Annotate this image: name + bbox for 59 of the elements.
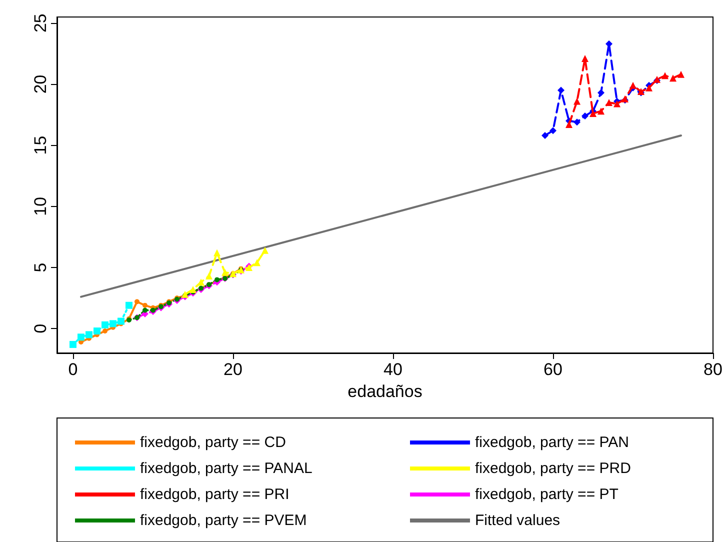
point — [102, 328, 108, 334]
y-tick-label: 15 — [31, 136, 50, 155]
point — [70, 340, 76, 348]
point — [94, 328, 100, 335]
point — [214, 249, 220, 256]
point — [126, 302, 132, 309]
point — [558, 86, 564, 94]
point — [598, 89, 604, 96]
legend-label: fixedgob, party == CD — [140, 434, 286, 451]
point — [574, 98, 580, 105]
point — [86, 331, 92, 338]
legend-label: fixedgob, party == PANAL — [140, 460, 312, 477]
point — [110, 320, 116, 328]
legend-label: fixedgob, party == PT — [475, 486, 618, 503]
y-tick-label: 0 — [31, 324, 50, 334]
x-tick-label: 60 — [544, 360, 562, 379]
point — [198, 278, 204, 286]
point — [222, 268, 228, 276]
point — [254, 259, 260, 266]
point — [590, 110, 596, 118]
point — [206, 272, 212, 280]
point — [662, 72, 668, 80]
x-tick-label: 0 — [68, 360, 78, 379]
point — [142, 302, 148, 308]
point — [646, 84, 652, 92]
legend-label: Fitted values — [475, 512, 560, 529]
point — [670, 74, 676, 82]
point — [574, 118, 580, 126]
point — [262, 246, 268, 254]
point — [566, 121, 572, 128]
legend-label: fixedgob, party == PRI — [140, 486, 290, 503]
legend-label: fixedgob, party == PVEM — [140, 512, 307, 529]
point — [614, 100, 620, 108]
point — [78, 334, 84, 341]
x-tick-label: 80 — [704, 360, 722, 379]
y-tick-label: 25 — [31, 14, 50, 33]
y-tick-label: 5 — [31, 262, 50, 272]
point — [550, 127, 556, 134]
point — [142, 308, 148, 313]
point — [582, 112, 588, 120]
point — [606, 40, 612, 48]
point — [118, 318, 124, 325]
point — [678, 70, 684, 78]
point — [542, 132, 548, 140]
point — [598, 108, 604, 115]
x-tick-label: 20 — [224, 360, 242, 379]
point — [182, 290, 188, 298]
point — [606, 99, 612, 106]
legend-label: fixedgob, party == PRD — [475, 460, 632, 477]
y-tick-label: 20 — [31, 74, 50, 94]
point — [102, 321, 108, 328]
point — [134, 299, 140, 304]
x-tick-label: 40 — [384, 360, 402, 379]
y-tick-label: 10 — [31, 196, 50, 216]
point — [190, 286, 196, 293]
point — [582, 55, 588, 62]
x-axis-title: edadaños — [348, 382, 422, 401]
point — [630, 82, 636, 89]
legend-label: fixedgob, party == PAN — [475, 434, 629, 451]
